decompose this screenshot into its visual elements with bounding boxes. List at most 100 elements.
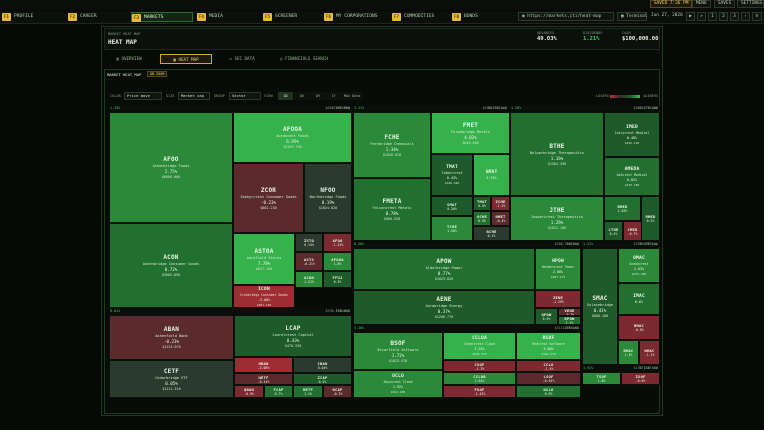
stock-tile-oclo[interactable]: OCLO Onyxcrest Cloud 1.92% $911.480 bbox=[353, 370, 443, 398]
stock-tile-acon[interactable]: ACON Ashenbridge Consumer Goods 0.72% $5665… bbox=[109, 223, 233, 308]
stock-tile-tmat[interactable]: TMAT 0.5% bbox=[473, 196, 491, 211]
stock-tile-cetf[interactable]: CETF Cedarbridge ETF 0.05% $1111.510 bbox=[109, 360, 234, 398]
stock-tile-cban[interactable]: CBAN 0.04% bbox=[293, 357, 352, 373]
stock-tile-fsof[interactable]: FSOF -1.43% bbox=[443, 385, 516, 398]
play-icon[interactable]: ▶ bbox=[686, 12, 695, 21]
color-select[interactable]: Price move bbox=[124, 92, 162, 100]
group-select[interactable]: Sector bbox=[229, 92, 261, 100]
stock-tile-gmat[interactable]: GMAT 5.74% bbox=[473, 154, 510, 196]
tab-commodities[interactable]: F7 COMMODITIES bbox=[392, 12, 447, 22]
stock-tile-afoo[interactable]: AFOO -1.24% bbox=[323, 233, 352, 252]
stock-tile-ccloa[interactable]: CCLOA Cedarcrest Cloud 3.24% $638.470 bbox=[443, 332, 516, 360]
stock-tile-fmet[interactable]: FMET Forgebridge Metals 4.02% $646.400 bbox=[431, 112, 510, 154]
view-1w-button[interactable]: 1W bbox=[294, 92, 309, 100]
view-max-button[interactable]: MAX Data bbox=[342, 92, 362, 100]
stock-tile-zcap[interactable]: ZCAP 0.5% bbox=[293, 373, 352, 385]
stock-tile-lsof[interactable]: LSOF -0.45% bbox=[516, 372, 581, 385]
page-button-3[interactable]: 3 bbox=[730, 12, 739, 21]
stock-tile-zene[interactable]: ZENE -1.29% bbox=[535, 290, 581, 308]
stock-tile-tmat[interactable]: TMAT Timbercrest 0.43% $346.440 bbox=[431, 154, 473, 196]
stock-tile-aene[interactable]: AENE Aurabridge Energy 0.37% $1206.770 bbox=[353, 290, 535, 325]
stock-tile-ameda[interactable]: AMEDA Ashcrest Medical 0.82% $270.780 bbox=[604, 157, 660, 196]
stock-tile-fcap[interactable]: FCAP 0.7% bbox=[264, 385, 293, 398]
stock-tile-asts[interactable]: ASTS -0.21% bbox=[295, 252, 323, 271]
stock-tile-metf[interactable]: METF 1.1% bbox=[293, 385, 323, 398]
tab-heat-map[interactable]: ▦ HEAT MAP bbox=[160, 54, 212, 64]
tab-media[interactable]: F4 MEDIA bbox=[197, 12, 259, 22]
stock-tile-bthe[interactable]: BTHE Bolwarbridge Therapeutics 1.16% $1584.… bbox=[510, 112, 604, 196]
tab-overview[interactable]: ▤ OVERVIEW bbox=[104, 54, 154, 64]
stock-tile-fche[interactable]: FCHE Fernbridge Chemicals 1.34% $1016.020 bbox=[353, 112, 431, 178]
stock-tile-tche[interactable]: TCHE 1.56% bbox=[431, 216, 473, 241]
stock-tile-aban[interactable]: ABAN Ashenfield Bank -0.23% $1225.070 bbox=[109, 315, 234, 360]
stock-tile-netf[interactable]: NETF -0.14% bbox=[234, 373, 293, 385]
saves-button[interactable]: SAVES bbox=[714, 0, 736, 8]
stock-tile-zsof[interactable]: ZSOF -0.6% bbox=[621, 372, 660, 385]
stock-tile-bche[interactable]: BCHE 0.1% bbox=[473, 226, 510, 241]
stock-tile-astoa[interactable]: ASTOA Aurafield Stores 7.78% $657.190 bbox=[233, 233, 295, 285]
stock-tile-icon[interactable]: ICON Ironbridge Consumer Goods -3.00% $401.… bbox=[233, 285, 295, 308]
tab-career[interactable]: F2 CAREER bbox=[68, 12, 130, 22]
stock-tile-lcap[interactable]: LCAP Laurelcrest Capital 0.43% $470.330 bbox=[234, 315, 352, 357]
tab-bonds[interactable]: F8 BONDS bbox=[452, 12, 508, 22]
size-select[interactable]: Market cap bbox=[178, 92, 210, 100]
stock-tile-afooa[interactable]: AFOOA 1.8% bbox=[323, 252, 352, 271]
menu-dots-icon[interactable]: ≡ bbox=[752, 12, 762, 21]
stock-tile-gche[interactable]: GCHE 0.9% bbox=[473, 211, 491, 226]
stock-tile-smat[interactable]: SMATSilvermark Materials0.26%$184.080 bbox=[431, 196, 473, 216]
page-button-2[interactable]: 2 bbox=[719, 12, 728, 21]
stock-tile-wmac[interactable]: WMAC -1.1% bbox=[639, 340, 660, 365]
stock-tile-qban[interactable]: QBAN -0.9% bbox=[234, 385, 264, 398]
stock-tile-ffuj[interactable]: FFUJ 0.3% bbox=[323, 271, 352, 288]
view-1y-button[interactable]: 1Y bbox=[326, 92, 341, 100]
stock-tile-kpow[interactable]: KPOW 1.1% bbox=[558, 316, 581, 325]
stock-tile-rmac[interactable]: RMAC -0.8% bbox=[618, 315, 660, 340]
stock-tile-smac[interactable]: SMAC Solacebridge 0.41% $600.180 bbox=[582, 248, 618, 365]
page-button-1[interactable]: 1 bbox=[708, 12, 717, 21]
stock-tile-rmed[interactable]: RMED 0.2% bbox=[641, 196, 660, 241]
stock-tile-acon[interactable]: ACON 1.21% bbox=[295, 271, 323, 288]
stock-tile-hpow[interactable]: HPOW Harborcrest Power 2.60% $487.270 bbox=[535, 248, 581, 290]
fast-forward-icon[interactable]: » bbox=[697, 12, 706, 21]
next-icon[interactable]: › bbox=[741, 12, 750, 21]
settings-button[interactable]: SETTINGS bbox=[737, 0, 764, 8]
stock-tile-nclo[interactable]: NCLO 0.9% bbox=[516, 385, 581, 398]
stock-tile-imac[interactable]: IMAC 0.6% bbox=[618, 283, 660, 315]
stock-tile-afoo[interactable]: AFOO Ashenbridge Foods 2.75% $6600.000 bbox=[109, 112, 233, 223]
tab-markets[interactable]: F3 MARKETS bbox=[131, 12, 193, 22]
stock-tile-csof[interactable]: CSOF -1.3% bbox=[443, 360, 516, 372]
stock-tile-tsof[interactable]: TSOF 1.8% bbox=[582, 372, 621, 385]
stock-tile-cmed[interactable]: CMED -0.7% bbox=[623, 221, 642, 241]
view-1m-button[interactable]: 1M bbox=[310, 92, 325, 100]
stock-tile-zche[interactable]: ZCHE -1.2% bbox=[491, 196, 510, 211]
stock-tile-nmet[interactable]: NMET -0.4% bbox=[491, 211, 510, 226]
stock-tile-cclob[interactable]: CCLOB 2.64% bbox=[443, 372, 516, 385]
stock-tile-lthe[interactable]: LTHE 0.4% bbox=[604, 221, 623, 241]
stock-tile-omac[interactable]: OMAC Oceancrest 1.63% $276.300 bbox=[618, 248, 660, 283]
stock-tile-nfoo[interactable]: NFOO Northbridge Foods 0.19% $1024.820 bbox=[304, 163, 352, 233]
terminal-button[interactable]: ▣ Terminal bbox=[617, 12, 647, 21]
tab-financials-search[interactable]: ◎ FINANCIALS SEARCH bbox=[272, 54, 336, 64]
tab-screener[interactable]: F5 SCREENER bbox=[263, 12, 323, 22]
stock-tile-dmac[interactable]: DMAC 1.4% bbox=[618, 340, 639, 365]
stock-tile-qpow[interactable]: QPOW 0.5% bbox=[535, 308, 558, 325]
tab-profile[interactable]: F1 PROFILE bbox=[2, 12, 66, 22]
stock-tile-hban[interactable]: HBAN -2.06% bbox=[234, 357, 293, 373]
stock-tile-zsto[interactable]: ZSTO 0.15% bbox=[295, 233, 323, 252]
stock-tile-rsof[interactable]: RSOF Redcrest Software 3.80% $396.270 bbox=[516, 332, 581, 360]
tab-sec-data[interactable]: ▭ SEC DATA bbox=[216, 54, 268, 64]
view-1d-button[interactable]: 1D bbox=[278, 92, 293, 100]
stock-tile-cclo[interactable]: CCLO -1.4% bbox=[516, 360, 581, 372]
stock-tile-bmed[interactable]: BMED 1.05% bbox=[604, 196, 641, 221]
tab-my-corporations[interactable]: F6 MY CORPORATIONS bbox=[324, 12, 390, 22]
stock-tile-apow[interactable]: APOW Alderbridge Power 0.77% $1029.020 bbox=[353, 248, 535, 290]
stock-tile-bsof[interactable]: BSOF Briarfield Software 1.72% $1023.470 bbox=[353, 332, 443, 370]
stock-tile-afooa[interactable]: AFOOA Aurascent Foods 6.95% $3149.790 bbox=[233, 112, 352, 163]
url-bar[interactable]: ◉ https://markets.iti/heat-map bbox=[518, 12, 614, 21]
stock-tile-rcap[interactable]: RCAP -0.2% bbox=[323, 385, 352, 398]
stock-tile-fmeta[interactable]: FMETA Falconcrest Metals 0.78% $960.920 bbox=[353, 178, 431, 241]
stock-tile-zcor[interactable]: ZCOR Zephyrcrest Consumer Goods -0.23% $882… bbox=[233, 163, 304, 233]
menu-button[interactable]: MENU bbox=[692, 0, 711, 8]
stock-tile-imed[interactable]: IMED Ivorycrest Medical 0.48% $615.120 bbox=[604, 112, 660, 157]
stock-tile-jthe[interactable]: JTHE Jaspercrest Therapeutics 1.26% $1022.1… bbox=[510, 196, 604, 241]
